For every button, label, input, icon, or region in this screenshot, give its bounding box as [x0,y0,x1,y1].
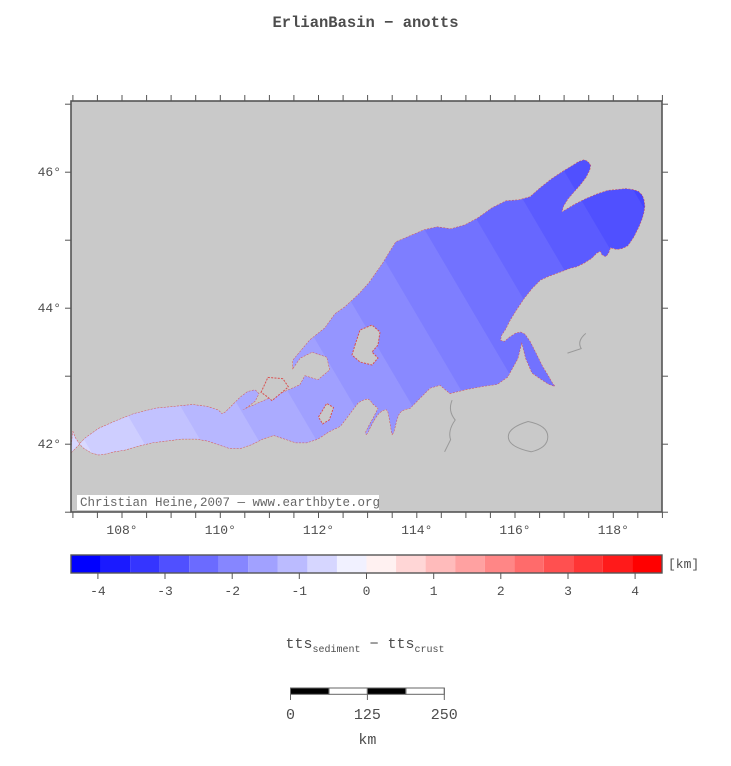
svg-text:112°: 112° [303,523,334,538]
svg-text:1: 1 [430,584,438,599]
svg-text:ttssediment − ttscrust: ttssediment − ttscrust [285,636,444,656]
svg-text:110°: 110° [205,523,236,538]
svg-text:km: km [358,732,376,749]
svg-text:3: 3 [564,584,572,599]
svg-text:0: 0 [286,707,295,724]
svg-text:-1: -1 [291,584,307,599]
svg-text:Christian Heine,2007 — www.ear: Christian Heine,2007 — www.earthbyte.org [80,496,380,510]
svg-text:250: 250 [431,707,458,724]
svg-text:0: 0 [363,584,371,599]
svg-text:125: 125 [354,707,381,724]
svg-text:2: 2 [497,584,505,599]
svg-text:116°: 116° [499,523,530,538]
svg-text:46°: 46° [38,165,61,180]
svg-text:42°: 42° [38,437,61,452]
svg-text:[km]: [km] [668,557,699,572]
svg-text:108°: 108° [106,523,137,538]
svg-text:118°: 118° [598,523,629,538]
svg-text:-2: -2 [224,584,240,599]
svg-text:-3: -3 [157,584,173,599]
svg-text:114°: 114° [401,523,432,538]
svg-text:44°: 44° [38,301,61,316]
svg-text:-4: -4 [90,584,106,599]
svg-text:4: 4 [631,584,639,599]
